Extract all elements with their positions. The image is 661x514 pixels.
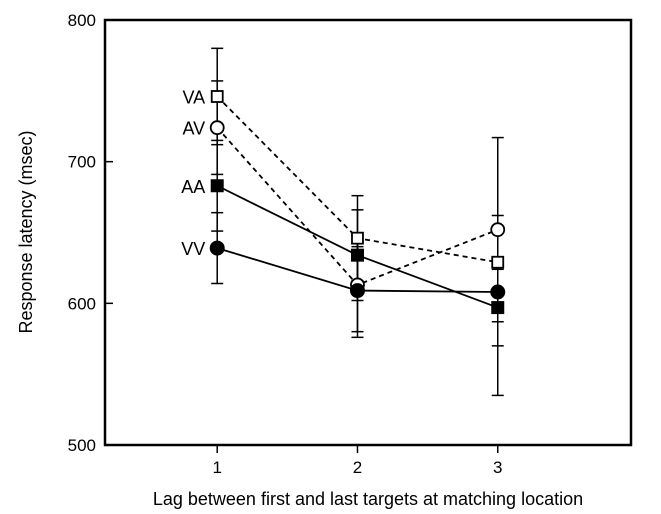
series-labels-group: VA AV AA VV: [181, 88, 205, 260]
data-point-aa: [210, 179, 224, 193]
y-tick-label: 600: [68, 294, 96, 313]
data-point-aa: [350, 248, 364, 262]
x-axis-title: Lag between first and last targets at ma…: [153, 489, 583, 509]
series-label-vv: VV: [181, 239, 205, 259]
x-tick-label: 1: [212, 458, 221, 477]
axes-group: Lag between first and last targets at ma…: [16, 11, 583, 509]
plot-frame: [103, 18, 633, 447]
series-label-aa: AA: [181, 177, 205, 197]
data-point-va: [491, 255, 505, 269]
data-point-aa: [491, 301, 505, 315]
y-tick-label: 700: [68, 153, 96, 172]
data-point-vv: [490, 284, 506, 300]
series-markers-group: [209, 90, 506, 315]
y-axis-title: Response latency (msec): [16, 130, 36, 333]
data-point-vv: [209, 240, 225, 256]
data-point-vv: [349, 283, 365, 299]
series-label-av: AV: [183, 119, 206, 139]
data-point-av: [490, 222, 506, 238]
x-tick-label: 2: [353, 458, 362, 477]
data-point-va: [210, 90, 224, 103]
data-point-av: [209, 120, 225, 136]
y-tick-label: 500: [68, 436, 96, 455]
data-point-va: [351, 231, 364, 245]
series-label-va: VA: [183, 88, 206, 108]
x-tick-label: 3: [493, 458, 502, 477]
plot-frame-group: [103, 18, 633, 447]
error-bars-group: [211, 47, 504, 397]
y-tick-label: 800: [68, 11, 96, 30]
